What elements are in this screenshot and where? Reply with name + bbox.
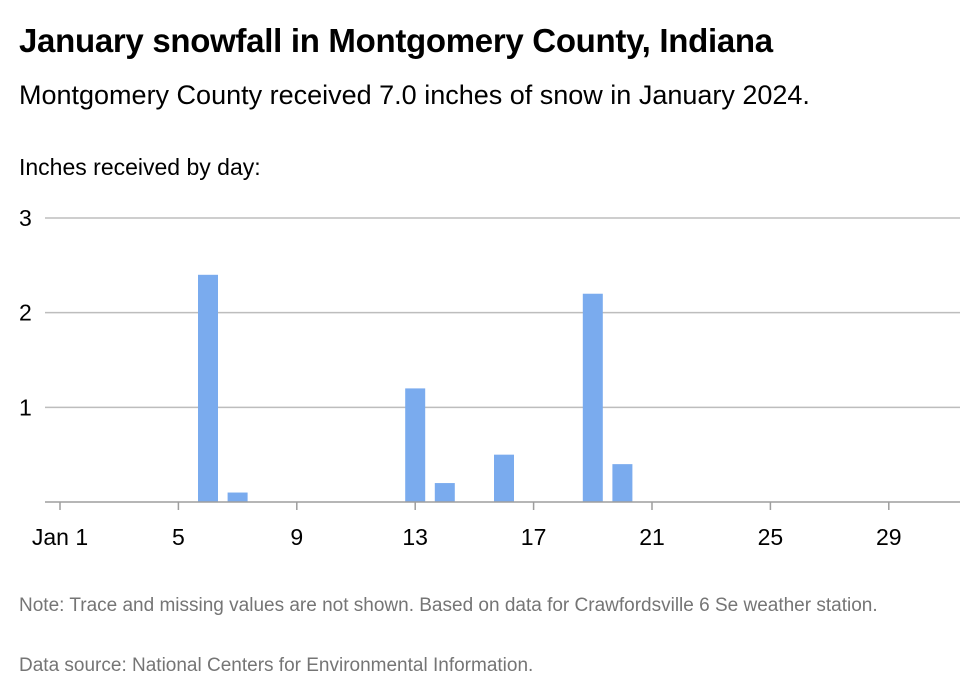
y-tick-label: 3 [19, 205, 32, 231]
bar-day-14 [434, 483, 455, 502]
x-tick-label: 17 [521, 524, 547, 550]
y-tick-label: 2 [19, 300, 32, 326]
x-tick-label: 21 [639, 524, 665, 550]
bar-day-19 [582, 293, 603, 502]
x-tick-label: Jan 1 [32, 524, 88, 550]
x-tick-label: 29 [876, 524, 902, 550]
bar-day-13 [405, 388, 426, 502]
bars [198, 274, 633, 502]
y-tick-label: 1 [19, 394, 32, 420]
chart-title: January snowfall in Montgomery County, I… [19, 22, 773, 59]
x-axis: Jan 1 5 9 13 17 21 25 29 [32, 501, 960, 550]
bar-day-6 [198, 274, 218, 502]
bar-day-20 [612, 464, 633, 502]
bar-day-16 [494, 454, 514, 502]
x-tick-label: 9 [290, 524, 303, 550]
bar-day-7 [227, 492, 248, 502]
data-source: Data source: National Centers for Enviro… [19, 655, 534, 676]
y-axis-label: Inches received by day: [19, 154, 261, 180]
gridlines: 1 2 3 [19, 205, 960, 420]
x-tick-label: 5 [172, 524, 185, 550]
chart-subtitle: Montgomery County received 7.0 inches of… [19, 80, 810, 110]
x-tick-label: 13 [402, 524, 428, 550]
footnote: Note: Trace and missing values are not s… [19, 595, 878, 616]
snowfall-bar-chart: 1 2 3 Jan 1 5 9 13 17 21 25 29 [19, 205, 960, 550]
x-tick-label: 25 [758, 524, 784, 550]
